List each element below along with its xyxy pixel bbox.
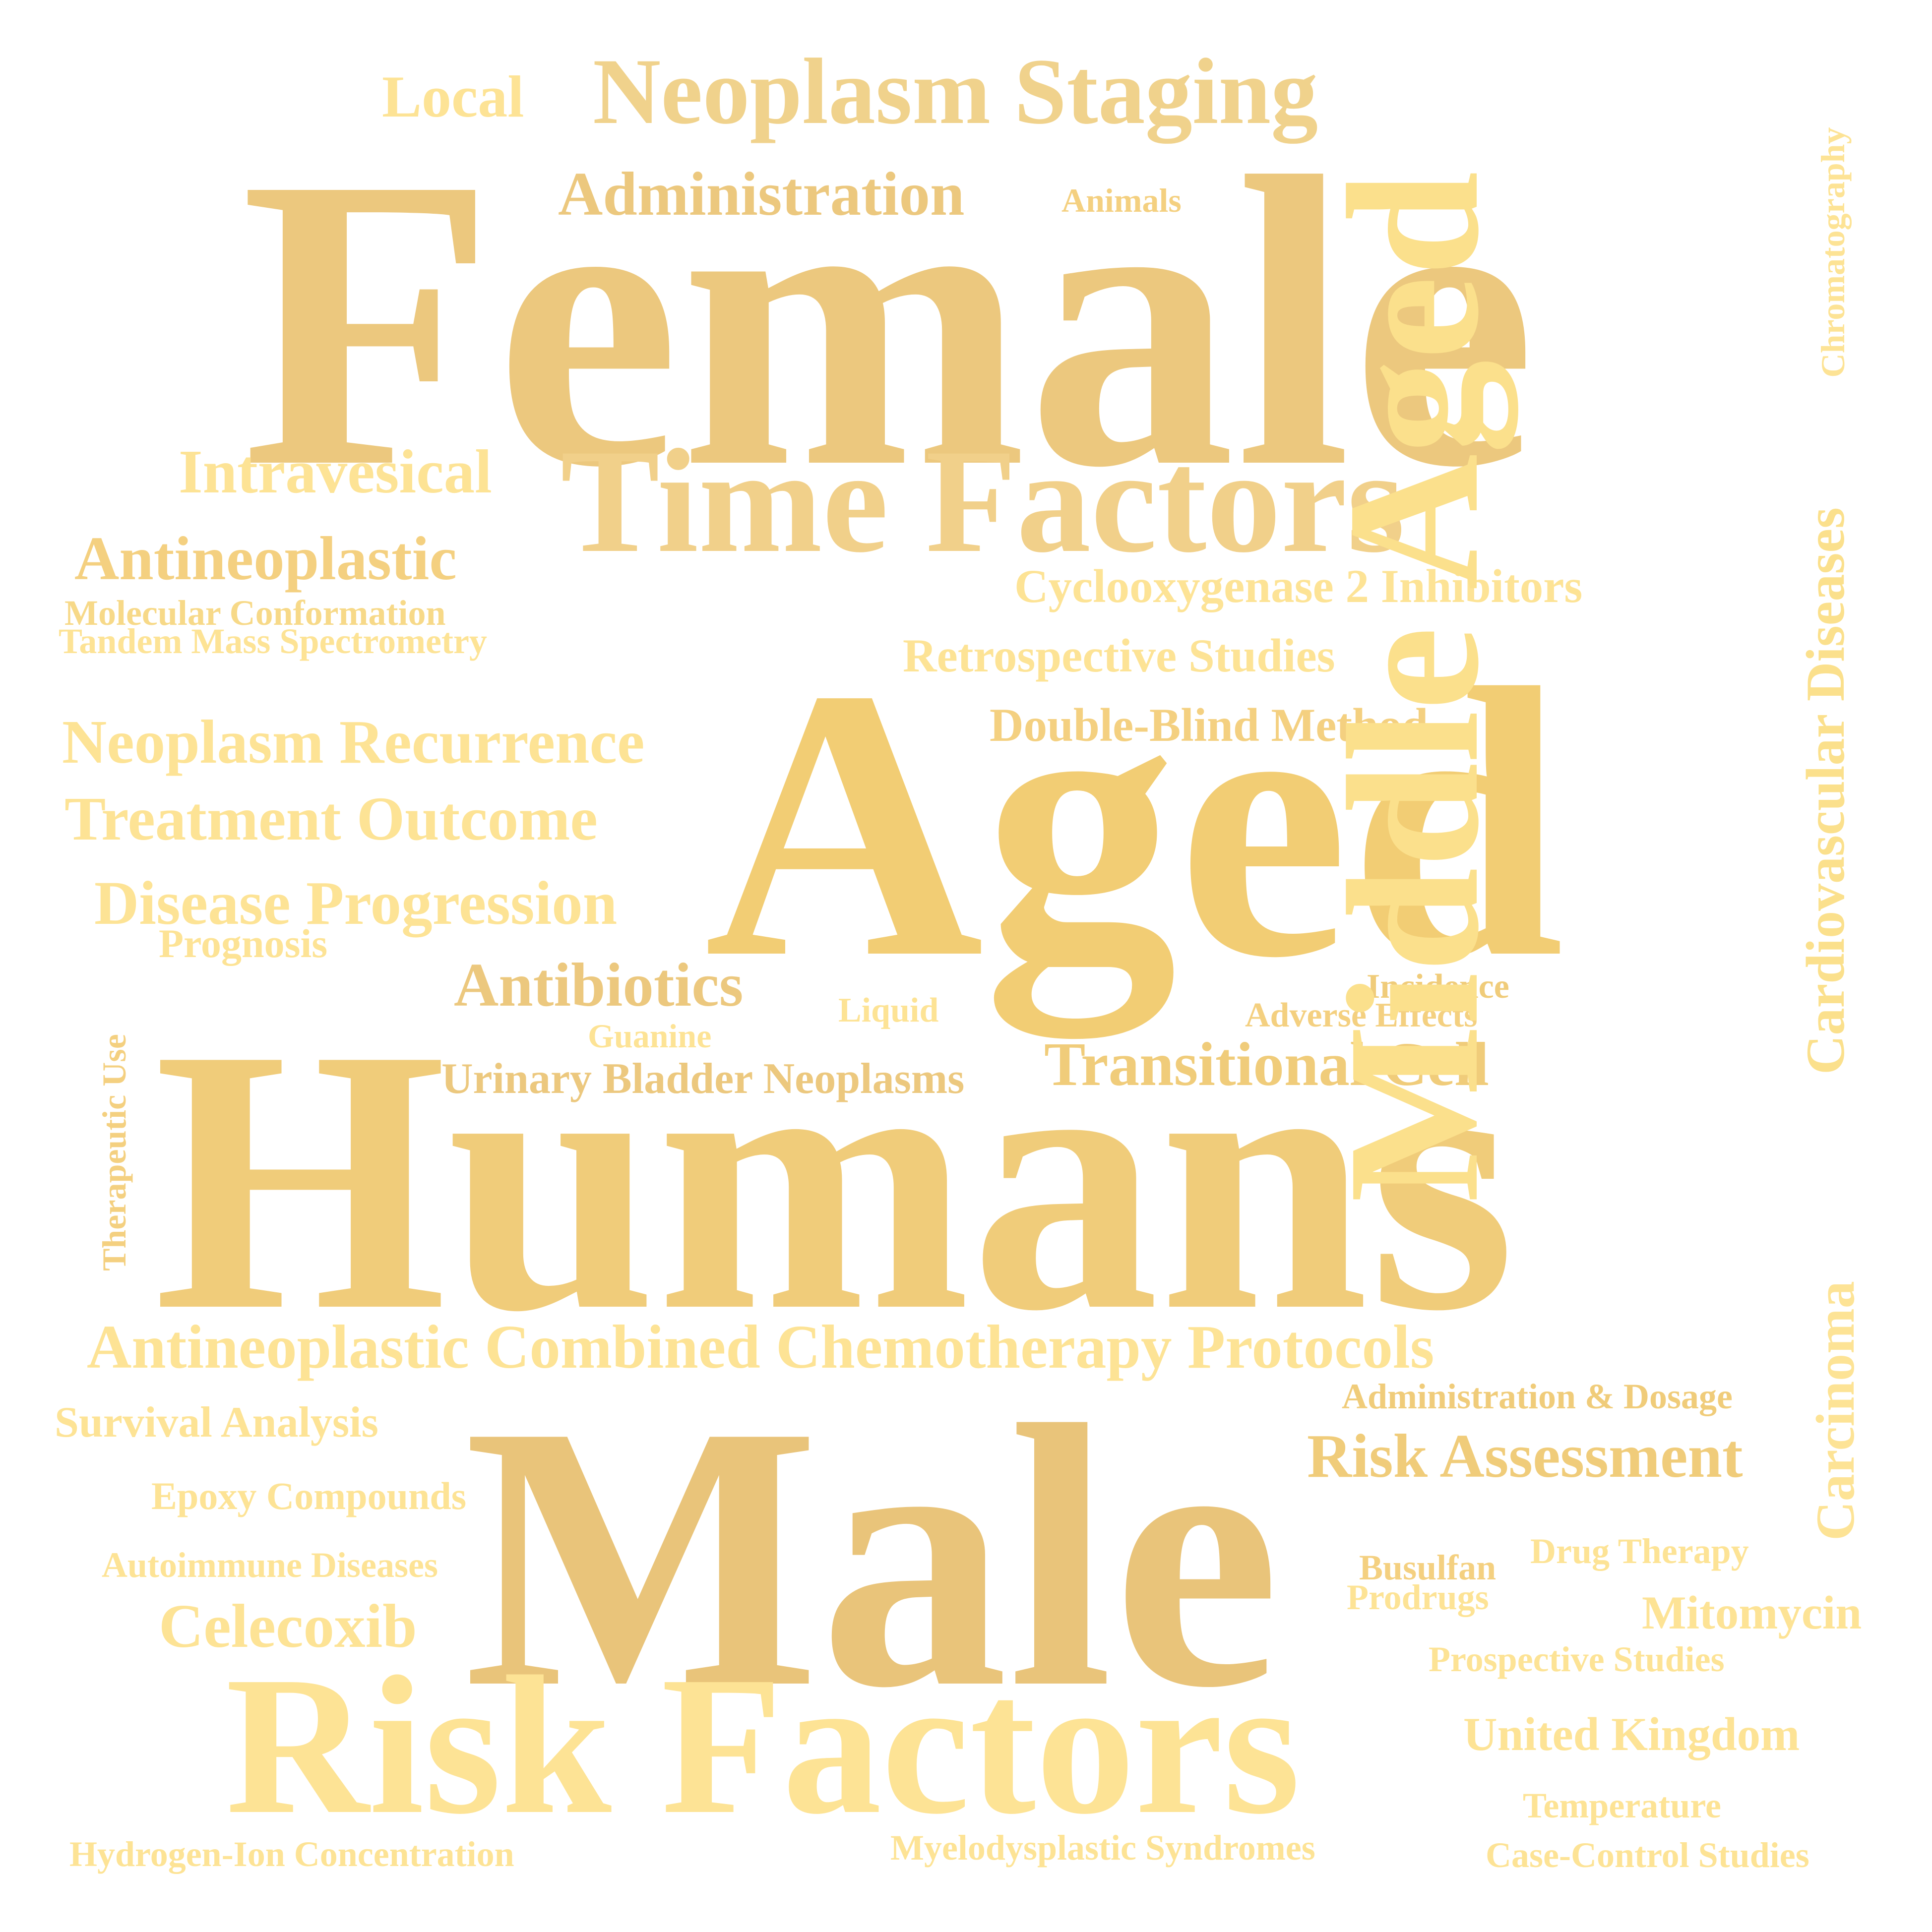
word-middle-aged: Middle Aged xyxy=(1309,171,1518,1203)
word-chromatography: Chromatography xyxy=(1814,127,1852,378)
word-admin-dosage: Administration & Dosage xyxy=(1342,1377,1733,1416)
word-mitomycin: Mitomycin xyxy=(1642,1586,1862,1639)
word-antineoplastic: Antineoplastic xyxy=(74,525,457,593)
word-therapeutic-use: Therapeutic Use xyxy=(95,1034,133,1271)
word-autoimmune: Autoimmune Diseases xyxy=(102,1545,438,1585)
word-case-control: Case-Control Studies xyxy=(1486,1835,1809,1875)
word-busulfan: Busulfan xyxy=(1359,1548,1496,1587)
word-cardiovascular: Cardiovascular Diseases xyxy=(1795,507,1856,1075)
word-antibiotics: Antibiotics xyxy=(454,951,744,1020)
word-female: Female xyxy=(241,91,1536,553)
word-transitional-cell: Transitional Cell xyxy=(1044,1030,1490,1099)
word-adverse-effects: Adverse Effects xyxy=(1245,996,1478,1034)
word-drug-therapy: Drug Therapy xyxy=(1530,1531,1749,1571)
word-neoplasm-recurrence: Neoplasm Recurrence xyxy=(62,708,645,777)
word-treatment-outcome: Treatment Outcome xyxy=(64,785,598,853)
word-guanine: Guanine xyxy=(588,1017,712,1055)
word-temperature: Temperature xyxy=(1523,1786,1721,1825)
word-neoplasm-staging: Neoplasm Staging xyxy=(593,40,1318,144)
word-survival: Survival Analysis xyxy=(55,1398,378,1447)
word-prognosis: Prognosis xyxy=(159,921,328,966)
word-aged: Aged xyxy=(704,609,1564,1037)
word-prodrugs: Prodrugs xyxy=(1347,1577,1489,1617)
word-double-blind: Double-Blind Method xyxy=(990,699,1429,751)
word-local: Local xyxy=(382,63,524,129)
word-combined-chemo: Antineoplastic Combined Chemotherapy Pro… xyxy=(87,1313,1434,1382)
word-myelodysplastic: Myelodysplastic Syndromes xyxy=(890,1828,1315,1868)
word-incidence: Incidence xyxy=(1367,967,1509,1006)
word-epoxy: Epoxy Compounds xyxy=(151,1474,467,1517)
word-male: Male xyxy=(464,1348,1280,1765)
word-liquid: Liquid xyxy=(838,991,939,1029)
word-animals: Animals xyxy=(1061,181,1182,219)
word-risk-factors: Risk Factors xyxy=(226,1635,1301,1855)
word-risk-assessment: Risk Assessment xyxy=(1307,1422,1743,1491)
word-retrospective: Retrospective Studies xyxy=(903,629,1335,682)
word-hydrogen-ion: Hydrogen-Ion Concentration xyxy=(69,1834,514,1874)
word-time-factors: Time Factors xyxy=(561,419,1405,583)
word-tandem-mass: Tandem Mass Spectrometry xyxy=(59,621,487,661)
word-molecular-conformation: Molecular Conformation xyxy=(64,593,446,633)
word-carcinoma: Carcinoma xyxy=(1805,1281,1866,1541)
word-intravesical: Intravesical xyxy=(179,438,492,506)
word-administration: Administration xyxy=(558,160,965,229)
word-disease-progression: Disease Progression xyxy=(94,869,618,938)
word-urinary-bladder: Urinary Bladder Neoplasms xyxy=(441,1055,965,1103)
word-celecoxib: Celecoxib xyxy=(159,1592,417,1661)
word-cox2: Cyclooxygenase 2 Inhibitors xyxy=(1014,560,1583,612)
word-prospective: Prospective Studies xyxy=(1429,1639,1725,1679)
word-humans: Humans xyxy=(154,971,1516,1389)
word-united-kingdom: United Kingdom xyxy=(1463,1708,1800,1760)
